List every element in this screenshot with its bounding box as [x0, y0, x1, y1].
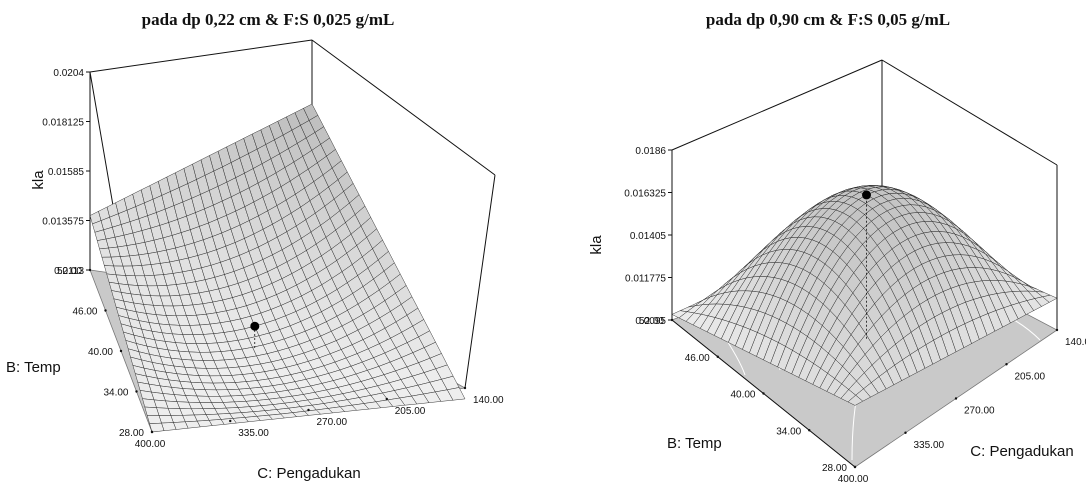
design-point [250, 321, 260, 331]
pengadukan-tick-mark [904, 431, 907, 434]
temp-tick-mark [88, 268, 92, 272]
surface-cell [146, 415, 162, 424]
z-tick-label: 0.01405 [630, 231, 667, 242]
pengadukan-tick-label: 400.00 [135, 439, 166, 450]
temp-tick-label: 40.00 [88, 347, 113, 358]
surface-cell [144, 406, 160, 416]
y-axis-label-right: B: Temp [667, 435, 722, 452]
z-tick-label: 0.0095 [635, 316, 666, 327]
ticks-right: 0.0095 0.011775 0.01405 0.016325 0.0186 28.00… [624, 146, 1086, 483]
design-point [862, 190, 871, 200]
pengadukan-tick-label: 140.00 [1065, 337, 1086, 348]
y-axis-label-left: B: Temp [6, 359, 61, 376]
z-tick-label: 0.0113 [54, 266, 84, 277]
z-tick-label: 0.018125 [42, 118, 84, 129]
temp-tick-label: 34.00 [103, 388, 128, 399]
chart-title-left: pada dp 0,22 cm & F:S 0,025 g/mL [142, 10, 395, 29]
x-axis-label-right: C: Pengadukan [970, 443, 1073, 460]
pengadukan-tick-mark [307, 408, 310, 412]
z-tick-label: 0.011775 [625, 274, 666, 285]
z-axis-label-left: kla [30, 170, 47, 190]
surface-mesh-right [671, 185, 1058, 406]
temp-tick-label: 34.00 [776, 426, 801, 437]
temp-tick-mark [716, 355, 719, 358]
pengadukan-tick-mark [463, 386, 467, 390]
temp-tick-label: 40.00 [730, 390, 755, 401]
temp-tick-mark [762, 392, 765, 395]
pengadukan-tick-label: 140.00 [473, 395, 504, 406]
surface-chart-right: pada dp 0,90 cm & F:S 0,05 g/mL 0.00950.… [588, 10, 1086, 483]
pengadukan-tick-mark [150, 430, 154, 434]
pengadukan-tick-mark [954, 397, 958, 400]
pengadukan-tick-label: 270.00 [964, 406, 995, 417]
pengadukan-tick-label: 205.00 [395, 406, 426, 417]
chart-title-right: pada dp 0,90 cm & F:S 0,05 g/mL [706, 10, 950, 29]
pengadukan-tick-label: 400.00 [838, 474, 869, 483]
z-axis-label-right: kla [588, 235, 605, 255]
temp-tick-mark [119, 349, 123, 353]
pengadukan-tick-label: 335.00 [238, 428, 269, 439]
pengadukan-tick-label: 205.00 [1015, 371, 1046, 382]
pengadukan-tick-mark [229, 419, 232, 423]
surface-cell [847, 394, 864, 406]
pengadukan-tick-mark [853, 465, 857, 469]
temp-tick-label: 28.00 [822, 463, 847, 474]
z-tick-label: 0.0204 [53, 68, 84, 79]
surface-cell [149, 422, 165, 433]
temp-tick-label: 52.00 [57, 266, 82, 277]
pengadukan-tick-label: 335.00 [914, 440, 945, 451]
temp-tick-label: 46.00 [72, 307, 97, 318]
pengadukan-tick-mark [385, 397, 388, 401]
z-tick-label: 0.016325 [624, 189, 666, 200]
temp-tick-label: 46.00 [685, 353, 710, 364]
temp-tick-mark [670, 318, 674, 322]
z-tick-label: 0.0186 [635, 146, 666, 157]
x-axis-label-left: C: Pengadukan [257, 465, 360, 482]
z-tick-label: 0.013575 [42, 217, 84, 228]
pengadukan-tick-label: 270.00 [317, 417, 348, 428]
temp-tick-mark [808, 429, 811, 432]
z-tick-label: 0.01585 [48, 167, 85, 178]
pengadukan-tick-mark [1005, 363, 1008, 366]
temp-tick-mark [135, 390, 138, 393]
temp-tick-label: 52.00 [639, 316, 664, 327]
surface-chart-left: pada dp 0,22 cm & F:S 0,025 g/mL 0.01130… [6, 10, 504, 482]
temp-tick-label: 28.00 [119, 428, 144, 439]
surface-mesh-left [89, 103, 466, 433]
pengadukan-tick-mark [1055, 328, 1059, 332]
temp-tick-mark [104, 309, 107, 312]
ticks-left: 0.0113 0.013575 0.01585 0.018125 0.0204 28.00… [42, 68, 504, 450]
